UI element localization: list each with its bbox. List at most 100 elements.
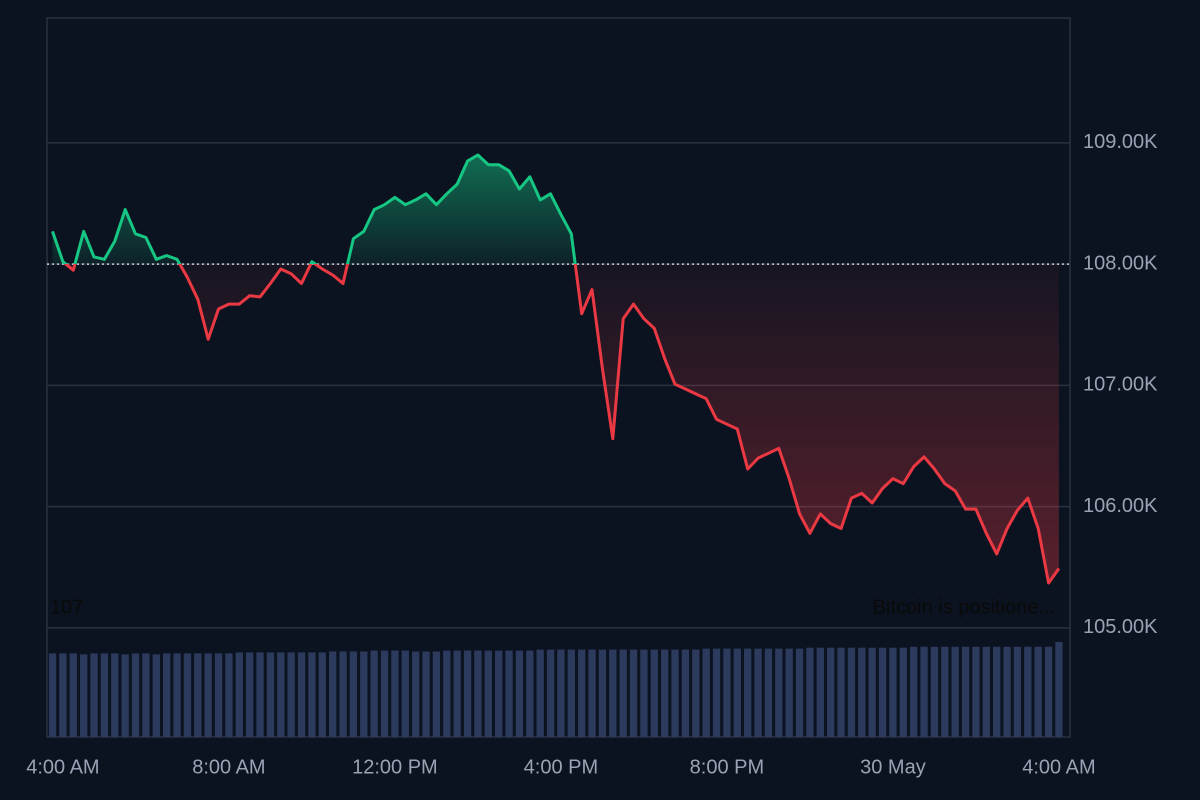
volume-bar (380, 650, 389, 737)
volume-bar (661, 649, 669, 737)
volume-bar (266, 652, 275, 737)
volume-bar (287, 652, 295, 737)
volume-bar (546, 649, 555, 737)
x-tick-label: 8:00 AM (192, 756, 265, 778)
volume-bar (650, 649, 658, 737)
volume-bar (59, 653, 67, 737)
volume-bar (588, 649, 596, 737)
volume-bar (163, 653, 171, 737)
volume-bar (609, 649, 617, 737)
volume-bar (152, 654, 160, 737)
y-tick-label: 109.00K (1083, 131, 1158, 153)
volume-bar (702, 648, 710, 737)
volume-bar (557, 649, 565, 737)
volume-bar (567, 649, 575, 737)
volume-bar (277, 652, 285, 737)
volume-bar (671, 649, 679, 737)
y-tick-label: 107.00K (1083, 374, 1158, 396)
volume-bar (90, 653, 98, 737)
volume-bar (889, 647, 897, 737)
x-tick-label: 12:00 PM (352, 756, 438, 778)
volume-bar (961, 646, 970, 737)
volume-bar (598, 649, 607, 737)
x-tick-label: 4:00 PM (524, 756, 598, 778)
x-tick-label: 8:00 PM (690, 756, 764, 778)
volume-bar (982, 646, 990, 737)
volume-bar (246, 652, 254, 737)
annotation: Bitcoin is positione... (873, 596, 1055, 618)
volume-bar (422, 651, 430, 737)
volume-bar (308, 652, 316, 737)
x-tick-label: 4:00 AM (1022, 756, 1095, 778)
volume-bar (401, 650, 409, 737)
volume-bar (899, 647, 907, 737)
y-tick-label: 106.00K (1083, 495, 1158, 517)
volume-bar (225, 653, 233, 737)
volume-bar (1013, 646, 1022, 737)
volume-bar (993, 646, 1001, 737)
volume-bar (640, 649, 648, 737)
volume-bar (827, 647, 835, 737)
volume-bar (526, 650, 534, 737)
volume-bar (806, 647, 814, 737)
x-tick-label: 30 May (860, 756, 926, 778)
volume-bar (131, 653, 140, 737)
volume-bar (256, 652, 264, 737)
volume-bar (360, 651, 368, 737)
volume-bar (391, 650, 399, 737)
volume-bar (48, 653, 57, 737)
volume-bar (712, 648, 721, 737)
price-line (51, 153, 1061, 585)
volume-bar (910, 646, 918, 737)
volume-bar (370, 650, 378, 737)
volume-bar (868, 647, 876, 737)
volume-bar (785, 648, 793, 737)
volume-bar (515, 650, 524, 737)
volume-bar (329, 651, 337, 737)
volume-bar (121, 654, 129, 737)
volume-bar (80, 654, 88, 737)
volume-bar (1034, 646, 1042, 737)
volume-bar (951, 646, 959, 737)
volume-bar (754, 648, 762, 737)
volume-bar (183, 653, 192, 737)
volume-bar (318, 652, 326, 737)
volume-bar (142, 653, 150, 737)
volume-bar (930, 646, 939, 737)
volume-bar (495, 650, 503, 737)
volume-bar (619, 649, 627, 737)
volume-bar (723, 648, 731, 737)
volume-bar (484, 650, 492, 737)
volume-bar (204, 653, 212, 737)
volume-bar (837, 647, 845, 737)
volume-bar (432, 651, 441, 737)
volume-bar (194, 653, 202, 737)
volume-bar (1003, 646, 1011, 737)
volume-bar (920, 646, 928, 737)
volume-bar (816, 647, 824, 737)
volume-bar (235, 652, 243, 737)
volume-bar (297, 652, 306, 737)
volume-bar (578, 649, 586, 737)
volume-bar (764, 648, 773, 737)
volume-bar (878, 647, 887, 737)
volume-bar (744, 648, 752, 737)
volume-bar (173, 653, 181, 737)
x-tick-label: 4:00 AM (26, 756, 99, 778)
volume-bar (536, 649, 544, 737)
volume-bar (1044, 646, 1053, 737)
volume-bar (858, 647, 866, 737)
volume-bar (443, 650, 451, 737)
volume-bar (629, 649, 638, 737)
volume-bar (692, 649, 700, 737)
volume-bar (474, 650, 482, 737)
volume-bar (111, 653, 119, 737)
volume-bar (69, 653, 77, 737)
volume-bar (1055, 642, 1063, 737)
y-tick-label: 105.00K (1083, 616, 1158, 638)
volume-bar (463, 650, 472, 737)
volume-bar (505, 650, 513, 737)
volume-bar (453, 650, 461, 737)
